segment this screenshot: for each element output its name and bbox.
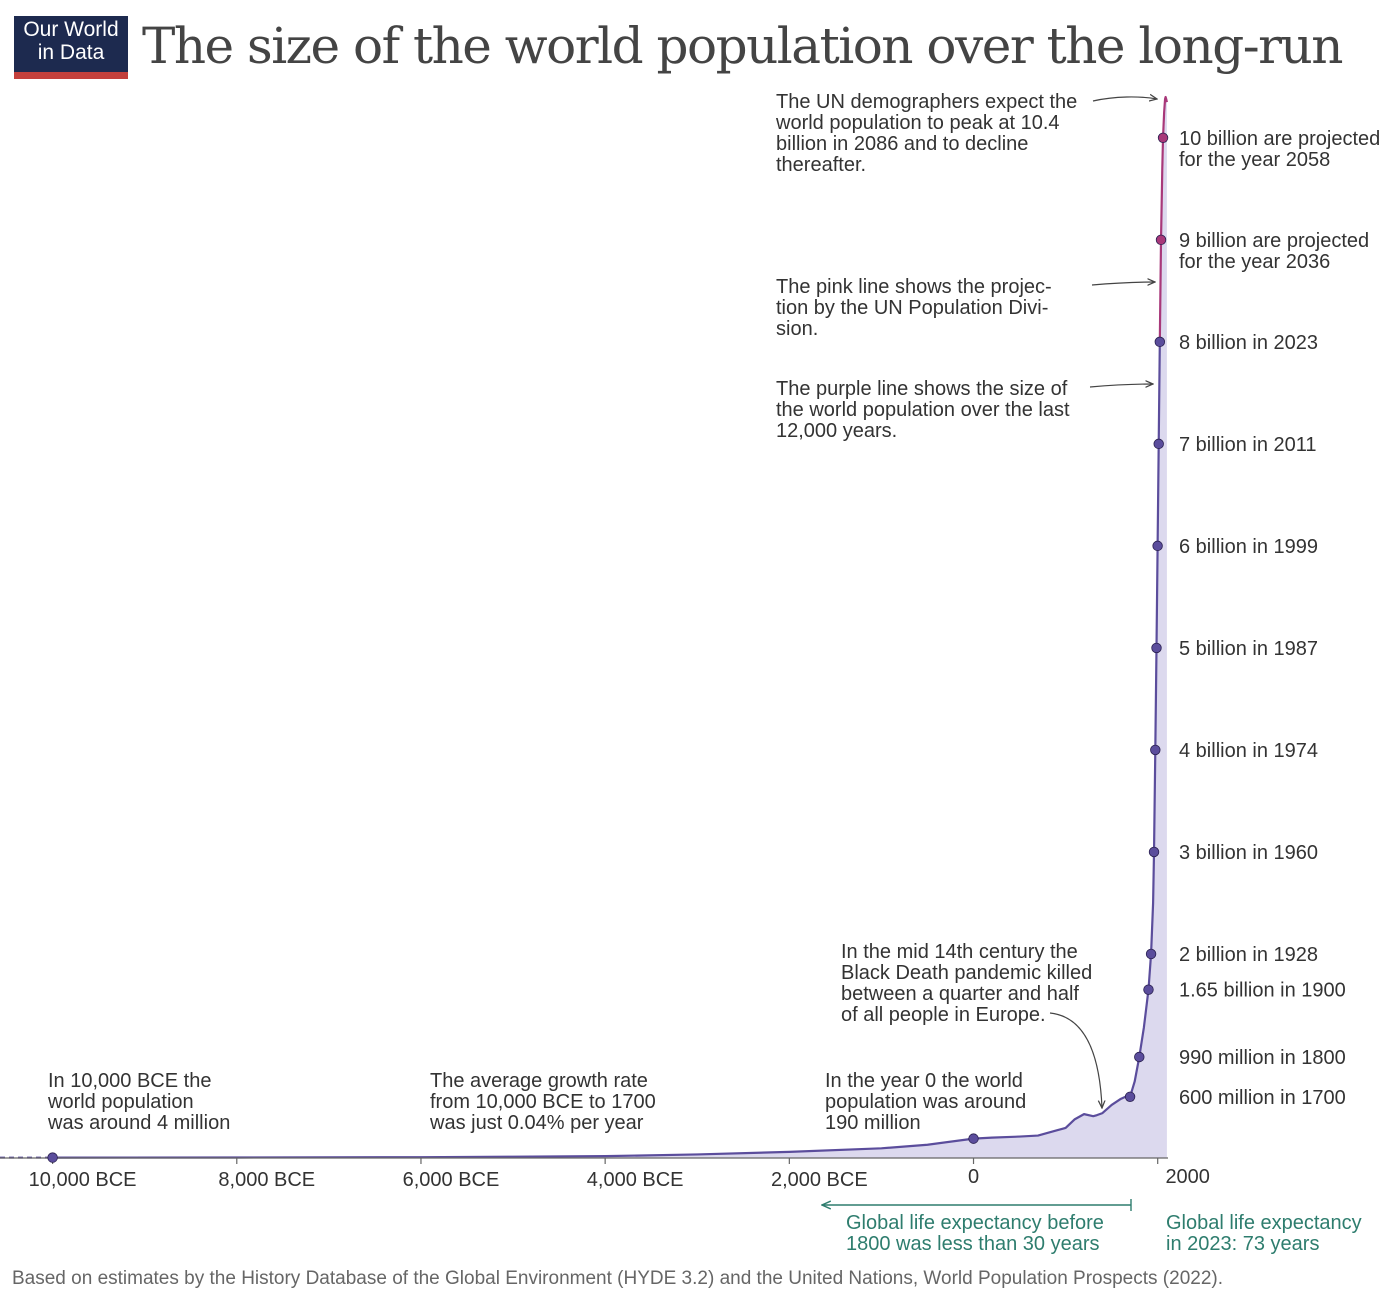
marker-point	[47, 1152, 58, 1163]
milestone-point	[1154, 336, 1166, 348]
x-tick-label: 2,000 BCE	[771, 1169, 868, 1191]
milestone-point	[1150, 744, 1161, 756]
milestone-point	[1143, 984, 1154, 995]
milestone-point	[1124, 1091, 1136, 1102]
milestone-label: 2 billion in 1928	[1179, 944, 1318, 966]
annotation-purple-line: The purple line shows the size of the wor…	[776, 378, 1070, 442]
milestone-point	[1151, 642, 1162, 654]
milestone-label: 6 billion in 1999	[1179, 536, 1318, 558]
milestone-label: 990 million in 1800	[1179, 1047, 1346, 1069]
logo-line-1: Our World	[23, 18, 119, 41]
milestone-label: 600 million in 1700	[1179, 1087, 1346, 1109]
arrow-black-death	[1049, 1012, 1102, 1108]
milestone-point	[1157, 132, 1169, 144]
life-expectancy-2023: Global life expectancy in 2023: 73 years	[1166, 1212, 1362, 1255]
milestone-label: 3 billion in 1960	[1179, 842, 1318, 864]
x-tick-label: 10,000 BCE	[29, 1169, 137, 1191]
arrow-un-peak	[1092, 97, 1157, 101]
milestone-point	[1134, 1051, 1145, 1063]
life-expectancy-before-1800: Global life expectancy before 1800 was le…	[846, 1212, 1104, 1255]
milestone-label: 10 billion are projected for the year 205…	[1179, 128, 1380, 171]
milestone-point	[1148, 846, 1160, 858]
milestone-label: 8 billion in 2023	[1179, 332, 1318, 354]
x-tick-label: 0	[968, 1166, 979, 1188]
milestone-label: 1.65 billion in 1900	[1179, 980, 1346, 1002]
milestone-label: 7 billion in 2011	[1179, 434, 1317, 456]
milestone-label: 9 billion are projected for the year 2036	[1179, 230, 1369, 273]
milestone-point	[1152, 540, 1163, 552]
chart-title: The size of the world population over th…	[142, 17, 1343, 75]
annotation-un-peak: The UN demographers expect the world popu…	[775, 91, 1077, 176]
milestone-label: 5 billion in 1987	[1179, 638, 1318, 660]
logo-line-2: in Data	[37, 41, 105, 64]
marker-point	[968, 1133, 979, 1144]
milestone-label: 4 billion in 1974	[1179, 740, 1318, 762]
arrow-pink-line	[1091, 282, 1155, 285]
x-tick-label: 8,000 BCE	[218, 1169, 315, 1191]
history-line	[52, 341, 1161, 1159]
x-tick-label: 4,000 BCE	[587, 1169, 684, 1191]
annotation-year-zero: In the year 0 the world population was ar…	[825, 1070, 1026, 1134]
arrow-purple-line	[1089, 384, 1153, 387]
milestone-point	[1155, 234, 1167, 246]
x-tick-label: 2000	[1165, 1166, 1210, 1188]
annotation-10000-bce: In 10,000 BCE the world population was aro…	[47, 1070, 230, 1134]
annotation-black-death: In the mid 14th century the Black Death p…	[841, 941, 1092, 1026]
projection-line	[1158, 95, 1168, 342]
milestone-point	[1153, 438, 1164, 450]
owid-logo: Our World in Data	[14, 16, 128, 79]
milestone-point	[1145, 948, 1157, 960]
source-note: Based on estimates by the History Databa…	[12, 1268, 1223, 1289]
x-tick-label: 6,000 BCE	[403, 1169, 500, 1191]
annotation-pink-line: The pink line shows the projec-tion by t…	[776, 276, 1052, 340]
annotation-growth-rate: The average growth rate from 10,000 BCE t…	[429, 1070, 656, 1134]
